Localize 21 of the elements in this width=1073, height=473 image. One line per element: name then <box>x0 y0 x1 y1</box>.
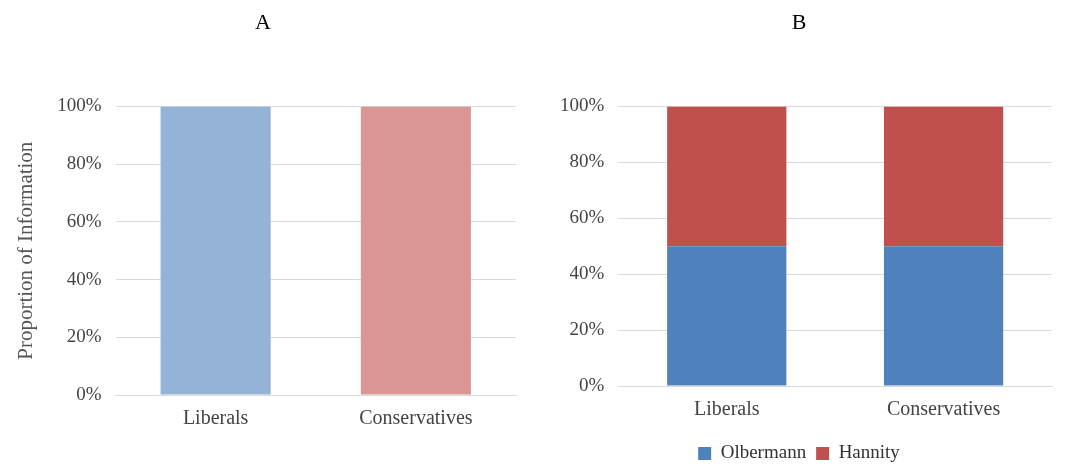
y-tick-label: 20% <box>569 318 605 340</box>
y-tick-label: 100% <box>560 94 605 116</box>
y-tick-label: 60% <box>569 206 605 228</box>
y-tick-label: 40% <box>66 267 102 289</box>
y-tick-label: 40% <box>569 262 605 284</box>
y-axis-title: Proportion of Information <box>13 141 38 360</box>
x-tick-label: Conservatives <box>359 406 473 429</box>
legend-label: Olbermann <box>720 441 807 463</box>
y-tick-label: 20% <box>66 325 102 347</box>
y-tick-label: 60% <box>66 209 102 231</box>
x-tick-label: Liberals <box>182 406 249 429</box>
y-tick-label: 100% <box>57 94 102 116</box>
y-tick-label: 80% <box>569 150 605 172</box>
y-tick-label: 80% <box>66 152 102 174</box>
x-tick-label: Liberals <box>693 397 760 420</box>
chart-title: A <box>255 8 272 34</box>
x-tick-label: Conservatives <box>886 397 1001 420</box>
y-tick-label: 0% <box>579 373 605 395</box>
legend-label: Hannity <box>838 441 901 463</box>
chart-title: B <box>791 8 807 34</box>
y-tick-label: 0% <box>76 382 102 404</box>
